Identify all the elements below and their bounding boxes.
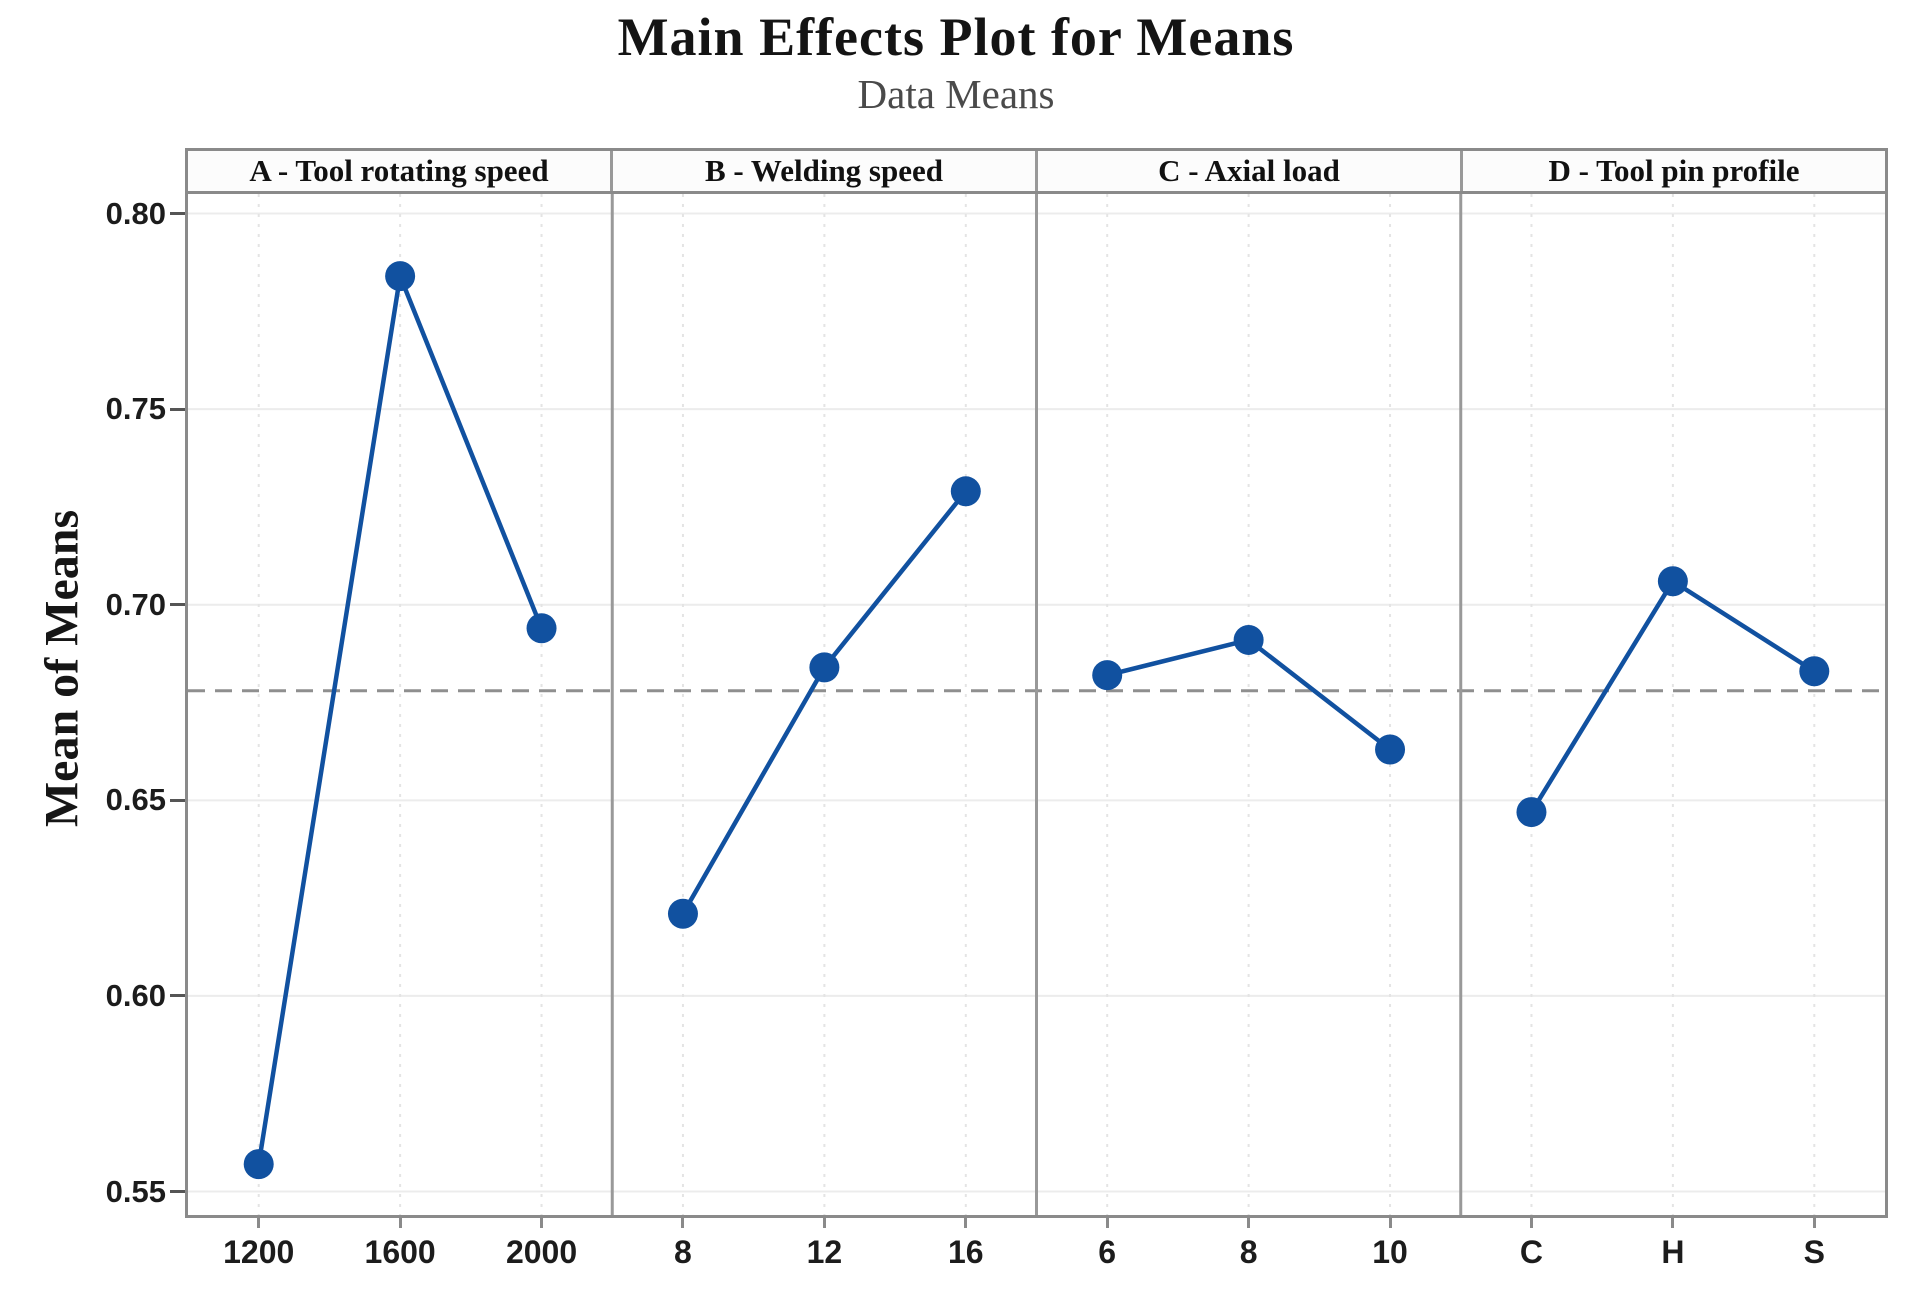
y-tick-label: 0.70	[105, 586, 166, 622]
plot-area	[188, 194, 1885, 1215]
x-tick-label: 8	[1239, 1234, 1258, 1270]
panel-header-row: A - Tool rotating speed B - Welding speed…	[188, 151, 1885, 194]
x-tick-mark	[398, 1218, 402, 1228]
data-point	[667, 898, 698, 929]
y-tick-mark	[170, 994, 185, 998]
panel-header-label: D - Tool pin profile	[1548, 153, 1800, 188]
x-tick-mark	[540, 1218, 544, 1228]
x-tick-label: 10	[1372, 1234, 1408, 1270]
y-tick-mark	[170, 407, 185, 411]
x-tick-mark	[1671, 1218, 1675, 1228]
data-point	[1092, 660, 1123, 691]
y-tick-label: 0.60	[105, 977, 166, 1013]
data-point	[526, 613, 557, 644]
panel-header-label: A - Tool rotating speed	[249, 153, 549, 188]
panel-header: B - Welding speed	[613, 151, 1038, 191]
y-tick-label: 0.65	[105, 782, 166, 818]
panel-header: C - Axial load	[1038, 151, 1463, 191]
plot-frame: A - Tool rotating speed B - Welding speed…	[185, 148, 1888, 1218]
x-tick-label: 8	[674, 1234, 692, 1270]
x-tick-label: 1600	[364, 1234, 436, 1270]
x-tick-label: S	[1803, 1234, 1825, 1270]
x-tick-mark	[681, 1218, 685, 1228]
x-tick-label: H	[1661, 1234, 1685, 1270]
x-tick-mark	[257, 1218, 261, 1228]
x-tick-label: 1200	[223, 1234, 295, 1270]
panel-header: A - Tool rotating speed	[188, 151, 613, 191]
chart-title: Main Effects Plot for Means	[617, 7, 1295, 67]
data-point	[385, 261, 416, 292]
data-point	[1516, 797, 1547, 828]
data-point	[1375, 734, 1406, 765]
x-tick-label: 16	[947, 1234, 984, 1270]
x-tick-mark	[964, 1218, 968, 1228]
x-tick-mark	[1247, 1218, 1251, 1228]
y-tick-label: 0.55	[105, 1173, 166, 1209]
x-tick-mark	[822, 1218, 826, 1228]
y-tick-label: 0.75	[105, 391, 166, 427]
data-point	[950, 476, 981, 507]
chart-subtitle: Data Means	[857, 71, 1055, 117]
x-tick-mark	[1812, 1218, 1816, 1228]
data-point	[243, 1149, 274, 1180]
x-tick-label: 2000	[505, 1234, 578, 1270]
x-tick-mark	[1388, 1218, 1392, 1228]
data-point	[809, 652, 840, 683]
y-tick-mark	[170, 212, 185, 216]
y-tick-mark	[170, 1190, 185, 1194]
y-tick-label: 0.80	[105, 195, 166, 231]
x-tick-mark	[1105, 1218, 1109, 1228]
x-tick-label: 6	[1098, 1234, 1117, 1270]
x-tick-label: 12	[806, 1234, 843, 1270]
panel-header: D - Tool pin profile	[1463, 151, 1885, 191]
data-point	[1799, 656, 1830, 687]
panel-header-label: C - Axial load	[1158, 153, 1340, 188]
x-tick-label: C	[1519, 1234, 1543, 1270]
data-point	[1657, 566, 1688, 597]
data-point	[1233, 624, 1264, 655]
y-tick-mark	[170, 603, 185, 607]
panel-header-label: B - Welding speed	[704, 153, 943, 188]
y-tick-mark	[170, 798, 185, 802]
x-tick-mark	[1529, 1218, 1533, 1228]
